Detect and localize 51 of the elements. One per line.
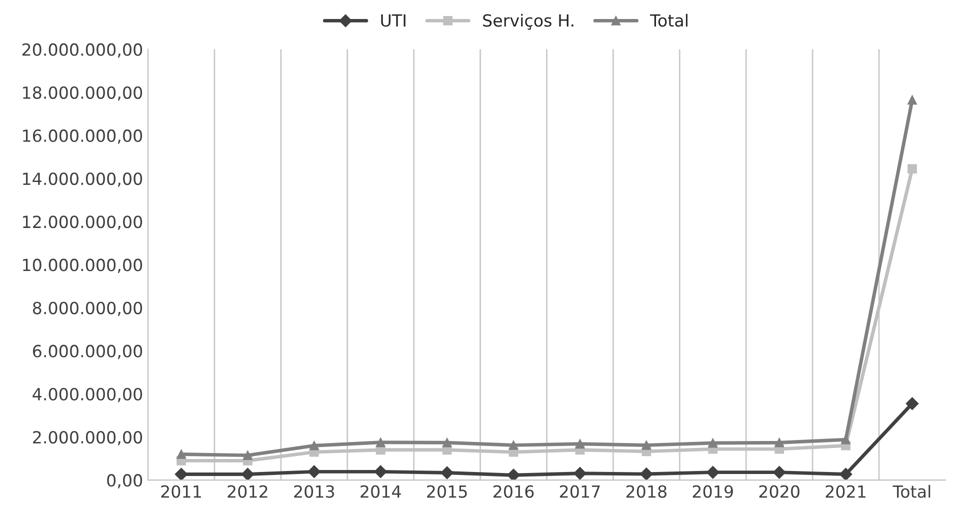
x-tick-label: 2011 <box>161 485 201 498</box>
legend-label: UTI <box>381 14 406 27</box>
x-tick-label: 2014 <box>360 485 401 498</box>
x-tick-label: 2013 <box>294 485 334 498</box>
point <box>772 466 786 479</box>
point <box>908 164 917 174</box>
y-tick-label: 16.000.000,00 <box>23 129 142 144</box>
point <box>642 440 652 450</box>
y-tick-label: 2.000.000,00 <box>33 430 142 446</box>
y-tick-label: 6.000.000,00 <box>33 344 142 360</box>
legend-label: Serviços H. <box>483 14 574 30</box>
y-tick-label: 10.000.000,00 <box>23 258 142 273</box>
y-tick-label: 18.000.000,00 <box>23 86 142 101</box>
point <box>841 434 850 444</box>
point <box>176 450 186 459</box>
point <box>442 438 452 448</box>
x-tick-label: 2018 <box>626 485 666 498</box>
point <box>508 440 518 450</box>
y-tick-label: 4.000.000,00 <box>32 388 142 402</box>
x-tick-label: 2020 <box>759 485 800 498</box>
y-tick-label: 14.000.000,00 <box>23 172 142 187</box>
x-tick-label: 2017 <box>560 485 600 498</box>
point <box>243 450 252 460</box>
y-tick-label: 12.000.000,00 <box>23 216 142 230</box>
x-tick-label: Total <box>892 484 930 498</box>
point <box>574 466 586 480</box>
point <box>241 468 254 480</box>
y-tick-label: 8.000.000,00 <box>32 302 142 316</box>
point <box>839 468 852 480</box>
point <box>706 466 720 479</box>
point <box>507 468 520 480</box>
x-tick-label: 2021 <box>826 485 866 498</box>
y-tick-label: 0,00 <box>107 474 142 488</box>
x-tick-label: 2016 <box>494 485 534 498</box>
point <box>908 95 917 105</box>
x-tick-label: 2015 <box>427 485 467 498</box>
point <box>376 438 386 448</box>
point <box>640 468 653 480</box>
point <box>575 439 585 449</box>
point <box>774 438 784 448</box>
legend-label: Total <box>650 14 688 27</box>
point <box>440 466 454 480</box>
point <box>174 468 188 480</box>
x-tick-label: 2012 <box>228 485 268 498</box>
point <box>309 440 319 450</box>
x-tick-label: 2019 <box>692 485 733 498</box>
y-tick-label: 20.000.000,00 <box>22 43 142 58</box>
point <box>708 438 718 448</box>
point <box>374 465 388 478</box>
point <box>308 465 321 478</box>
point <box>906 397 919 410</box>
